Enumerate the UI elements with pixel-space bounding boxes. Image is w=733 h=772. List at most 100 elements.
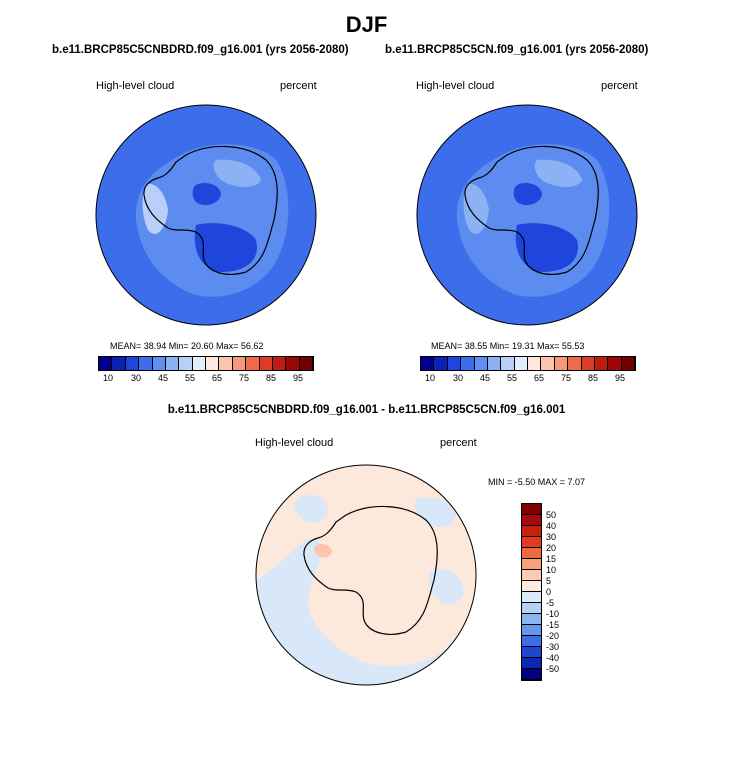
colorbar-swatch: [522, 592, 541, 603]
right-case-title: b.e11.BRCP85C5CN.f09_g16.001 (yrs 2056-2…: [385, 44, 649, 56]
colorbar-swatch: [522, 559, 541, 570]
colorbar-swatch: [621, 357, 635, 370]
colorbar-swatch: [461, 357, 475, 370]
right-colorbar-tick: 10: [425, 373, 436, 383]
left-colorbar-tick: 95: [293, 373, 304, 383]
diff-colorbar-tick: -10: [546, 609, 560, 619]
left-map-coastline: [143, 145, 278, 275]
right-map-pale-patch: [534, 159, 582, 187]
diff-map-negative-area: [256, 538, 476, 685]
diff-colorbar-tick: -30: [546, 642, 560, 652]
left-colorbar: 10 30 45 55 65 75 85 95: [98, 356, 314, 383]
left-colorbar-tick: 55: [185, 373, 196, 383]
left-colorbar-tick: 10: [103, 373, 114, 383]
right-map-dark-region: [515, 223, 578, 272]
colorbar-swatch: [112, 357, 126, 370]
colorbar-swatch: [139, 357, 153, 370]
diff-colorbar-tick: 30: [546, 532, 557, 542]
diff-title: b.e11.BRCP85C5CNBDRD.f09_g16.001 - b.e11…: [167, 404, 566, 416]
colorbar-swatch: [522, 658, 541, 669]
colorbar-swatch: [581, 357, 595, 370]
colorbar-swatch: [501, 357, 515, 370]
colorbar-swatch: [522, 526, 541, 537]
diff-map-negative-area: [294, 494, 328, 523]
diff-colorbar-ticks: 50 40 30 20 15 10 5 0 -5 -10 -15 -20 -30…: [546, 510, 586, 690]
colorbar-swatch: [522, 636, 541, 647]
left-polar-map: [95, 104, 317, 326]
colorbar-swatch: [522, 614, 541, 625]
diff-colorbar-tick: 50: [546, 510, 557, 520]
colorbar-swatch: [594, 357, 609, 370]
colorbar-swatch: [522, 504, 541, 515]
colorbar-swatch: [246, 357, 260, 370]
colorbar-swatch: [522, 581, 541, 592]
colorbar-swatch: [434, 357, 448, 370]
colorbar-swatch: [554, 357, 569, 370]
colorbar-swatch: [272, 357, 287, 370]
colorbar-swatch: [528, 357, 542, 370]
colorbar-swatch: [447, 357, 462, 370]
right-polar-map: [416, 104, 638, 326]
left-map-dark-region: [194, 223, 257, 272]
colorbar-swatch: [487, 357, 502, 370]
colorbar-swatch: [522, 647, 541, 658]
colorbar-swatch: [522, 603, 541, 614]
diff-colorbar-tick: -50: [546, 664, 560, 674]
right-colorbar-tick: 95: [615, 373, 626, 383]
diff-map-negative-area: [428, 568, 464, 605]
left-colorbar-tick: 75: [239, 373, 250, 383]
right-variable-label: High-level cloud: [416, 80, 495, 92]
diff-colorbar-tick: 20: [546, 543, 557, 553]
colorbar-swatch: [608, 357, 622, 370]
colorbar-swatch: [522, 548, 541, 559]
diff-colorbar-tick: 40: [546, 521, 557, 531]
colorbar-swatch: [514, 357, 528, 370]
colorbar-swatch: [232, 357, 247, 370]
colorbar-swatch: [99, 357, 113, 370]
colorbar-swatch: [165, 357, 180, 370]
colorbar-swatch: [219, 357, 233, 370]
colorbar-swatch: [206, 357, 220, 370]
left-case-title: b.e11.BRCP85C5CNBDRD.f09_g16.001 (yrs 20…: [52, 44, 349, 56]
colorbar-swatch: [179, 357, 193, 370]
right-colorbar: 10 30 45 55 65 75 85 95: [420, 356, 636, 383]
left-colorbar-tick: 45: [158, 373, 169, 383]
colorbar-swatch: [522, 515, 541, 526]
season-title: DJF: [345, 12, 388, 37]
right-map-coastline: [464, 145, 599, 275]
colorbar-swatch: [192, 357, 206, 370]
right-map-pale-patch: [463, 184, 489, 234]
colorbar-swatch: [259, 357, 273, 370]
colorbar-swatch: [522, 537, 541, 548]
diff-colorbar-tick: -15: [546, 620, 560, 630]
colorbar-swatch: [474, 357, 488, 370]
diff-colorbar-tick: -40: [546, 653, 560, 663]
diff-colorbar-tick: 5: [546, 576, 552, 586]
left-map-pale-patch: [213, 159, 261, 187]
right-colorbar-tick: 65: [534, 373, 545, 383]
diff-colorbar-tick: -20: [546, 631, 560, 641]
colorbar-swatch: [522, 570, 541, 581]
diff-colorbar: [521, 503, 542, 681]
right-colorbar-tick: 30: [453, 373, 464, 383]
diff-map-positive-spot: [314, 543, 332, 558]
diff-polar-map: [255, 464, 477, 686]
left-colorbar-tick: 85: [266, 373, 277, 383]
left-colorbar-tick: 30: [131, 373, 142, 383]
colorbar-swatch: [125, 357, 140, 370]
left-units-label: percent: [280, 80, 317, 92]
right-colorbar-tick: 55: [507, 373, 518, 383]
diff-map-coastline: [303, 505, 438, 635]
right-units-label: percent: [601, 80, 638, 92]
left-variable-label: High-level cloud: [96, 80, 175, 92]
diff-units-label: percent: [440, 437, 477, 449]
right-colorbar-tick: 85: [588, 373, 599, 383]
colorbar-swatch: [522, 625, 541, 636]
left-map-pale-patch: [142, 184, 168, 234]
colorbar-swatch: [421, 357, 435, 370]
diff-colorbar-tick: 10: [546, 565, 557, 575]
left-map-dark-region: [192, 183, 221, 206]
diff-colorbar-tick: 15: [546, 554, 557, 564]
left-stats: MEAN= 38.94 Min= 20.60 Max= 56.62: [110, 341, 264, 351]
colorbar-swatch: [152, 357, 166, 370]
